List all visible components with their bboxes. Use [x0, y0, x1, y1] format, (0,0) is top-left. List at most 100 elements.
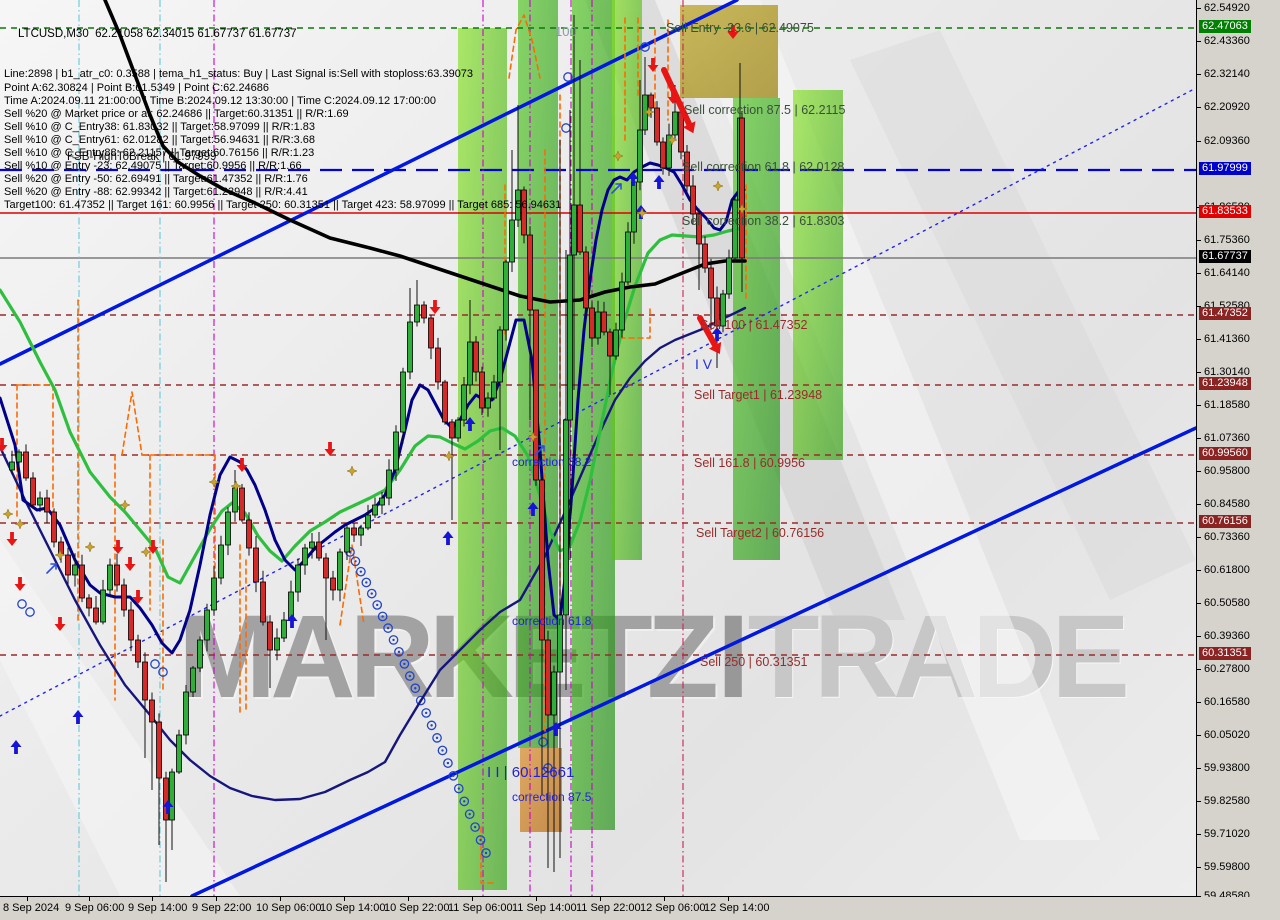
chart-annotation: I V	[695, 356, 713, 372]
star-icon	[643, 106, 655, 118]
info-line: Time A:2024.09.11 21:00:00 | Time B:2024…	[4, 94, 436, 107]
chart-annotation: FSB-HighToBreak | 61.97999	[67, 151, 217, 163]
signal-circle	[640, 42, 650, 52]
signal-circle	[443, 758, 453, 768]
time-axis[interactable]: 8 Sep 2024 9 Sep 06:00 9 Sep 14:00 9 Sep 22…	[0, 897, 1280, 920]
price-badge: 61.47352	[1199, 307, 1251, 320]
sell-arrow-icon	[0, 438, 8, 452]
sell-arrow-icon	[124, 557, 136, 571]
chart-plot-area[interactable]: MARKETZITRADE LTCUSD,M30 62.21058 62.340…	[0, 0, 1197, 897]
price-badge: 60.99560	[1199, 447, 1251, 460]
candle	[563, 419, 569, 616]
big-sell-arrow	[661, 67, 693, 129]
candle	[400, 371, 406, 433]
signal-circle	[453, 783, 464, 794]
price-tick-label: 59.59800	[1204, 861, 1250, 873]
signal-circle	[415, 695, 426, 706]
candle	[739, 117, 745, 259]
time-tickmark	[89, 897, 90, 901]
chart-annotation: correction 38.2	[512, 455, 592, 469]
signal-circle	[25, 607, 35, 617]
candle	[527, 234, 533, 311]
candle	[485, 397, 491, 409]
buy-arrow-icon	[653, 175, 665, 189]
price-badge: 61.23948	[1199, 377, 1251, 390]
buy-arrow-icon	[162, 800, 174, 814]
signal-circle-dot	[430, 724, 433, 727]
signal-circle	[372, 600, 383, 610]
candle	[702, 243, 708, 269]
candle	[51, 511, 57, 543]
candle	[169, 771, 175, 821]
signal-circle	[388, 635, 399, 645]
price-tick-label: 61.07360	[1204, 432, 1250, 444]
time-tick-label: 8 Sep 2024	[3, 902, 60, 914]
candle	[672, 111, 678, 136]
buy-arrow-icon	[442, 531, 454, 545]
candle	[135, 639, 141, 663]
candle	[539, 479, 545, 641]
price-tickmark	[1197, 702, 1201, 703]
sell-arrow-icon	[112, 540, 124, 554]
candle	[267, 621, 273, 651]
chart-annotation: Sell correction 38.2 | 61.8303	[682, 214, 845, 228]
price-tick-label: 61.30140	[1204, 366, 1250, 378]
price-tick-label: 60.27800	[1204, 663, 1250, 675]
info-line: Sell %10 @ C_Entry88: 62.21157 || Target…	[4, 147, 315, 160]
buy-arrow-icon	[550, 722, 562, 736]
price-axis[interactable]: 62.54920 62.43360 62.32140 62.20920 62.09360…	[1197, 0, 1280, 902]
signal-circle-dot	[386, 626, 390, 630]
signal-circle	[394, 647, 404, 657]
info-line: Sell %10 @ C_Entry38: 61.83032 || Target…	[4, 120, 316, 133]
price-tick-label: 60.61800	[1204, 564, 1250, 576]
signal-circle	[448, 770, 459, 781]
candle	[613, 329, 619, 357]
sell-arrow-icon	[54, 617, 66, 631]
chart-canvas[interactable]	[0, 0, 1196, 896]
info-line: Sell %20 @ Market price or at: 62.24686 …	[4, 107, 349, 120]
candle	[302, 547, 308, 566]
session-band	[520, 748, 562, 832]
candle	[218, 544, 224, 579]
price-tick-label: 60.84580	[1204, 498, 1250, 510]
signal-circle	[361, 577, 372, 588]
signal-circle	[404, 671, 415, 681]
time-tickmark	[344, 897, 345, 901]
buy-arrow-icon	[627, 172, 639, 186]
signal-circle	[563, 72, 573, 82]
time-tick-label: 11 Sep 22:00	[576, 902, 641, 914]
candle	[163, 777, 169, 821]
signal-circle-dot	[457, 787, 460, 790]
candle	[720, 293, 726, 327]
candle	[515, 189, 521, 221]
star-icon	[736, 203, 748, 215]
candle	[449, 421, 455, 439]
time-tick-label: 10 Sep 06:00	[256, 902, 322, 914]
price-tick-label: 60.73360	[1204, 531, 1250, 543]
chart-annotation: Sell correction 87.5 | 62.2115	[684, 103, 846, 117]
sell-arrow-icon	[429, 300, 441, 314]
candle	[428, 317, 434, 349]
sell-arrow-icon	[647, 58, 659, 72]
chart-annotation: Sell Target1 | 61.23948	[694, 388, 823, 402]
price-tickmark	[1197, 405, 1201, 406]
time-tickmark	[216, 897, 217, 901]
info-line: Point A:62.30824 | Point B:61.5349 | Poi…	[4, 81, 270, 94]
star-icon	[712, 180, 724, 192]
signal-circle	[350, 556, 361, 567]
candle	[648, 94, 654, 109]
chart-annotation: 100	[555, 24, 577, 39]
price-tickmark	[1197, 240, 1201, 241]
star-icon	[14, 518, 26, 530]
time-tick-label: 9 Sep 22:00	[192, 902, 252, 914]
price-tickmark	[1197, 438, 1201, 439]
star-icon	[443, 450, 455, 462]
price-tick-label: 62.32140	[1204, 68, 1250, 80]
candle	[497, 329, 503, 383]
candle	[625, 231, 631, 283]
price-tickmark	[1197, 141, 1201, 142]
time-tickmark	[664, 897, 665, 901]
chart-annotation: Sell correction 61.8 | 62.0128	[682, 160, 845, 174]
candle	[577, 204, 583, 253]
candle	[435, 347, 441, 383]
